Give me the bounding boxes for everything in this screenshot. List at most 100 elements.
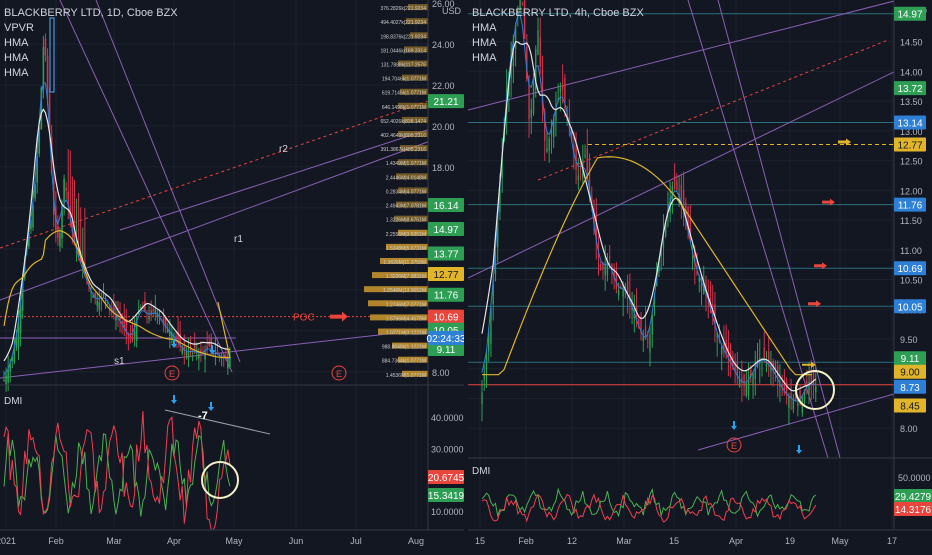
right-candle-body-96 (696, 271, 698, 275)
left-candle-body-46 (98, 302, 101, 310)
right-candle-body-7 (496, 222, 499, 248)
earnings-label-1: E (169, 369, 175, 379)
trendline-label-r2: r2 (279, 144, 288, 155)
right-candle-body-60 (615, 273, 618, 289)
right-candle-body-79 (658, 260, 660, 272)
left-xaxis-label-7: Aug (408, 536, 424, 546)
left-candle-body-66 (140, 307, 142, 309)
left-price-badge-4: 12.77 (433, 270, 458, 281)
left-candle-body-54 (115, 315, 117, 321)
left-indicator-hma-2[interactable]: HMA (4, 52, 29, 64)
right-candle-body-107 (720, 346, 723, 355)
left-candle-body-17 (38, 128, 41, 154)
right-candle-body-100 (705, 279, 707, 292)
right-candle-body-15 (514, 24, 517, 49)
right-dmi-label[interactable]: DMI (472, 466, 491, 477)
right-candle-body-98 (700, 281, 703, 291)
right-level-arrow-icon-2 (814, 262, 827, 270)
left-hma-yellow-line (3, 230, 231, 359)
right-xaxis-label-4: 15 (669, 536, 679, 546)
right-candle-body-136 (785, 382, 788, 395)
left-indicator-hma-3[interactable]: HMA (4, 67, 29, 79)
volume-profile-label-17: 1.5348M|5.6731M (386, 246, 426, 252)
right-candle-body-126 (763, 347, 765, 360)
right-indicator-hma-2[interactable]: HMA (472, 37, 497, 49)
volume-profile-label-8: 652.4026k|838.1474 (380, 119, 426, 125)
right-level-arrow-icon-3 (808, 300, 821, 308)
left-candle-body-83 (175, 336, 177, 340)
volume-profile-label-26: 1.4536M|1.0771M (386, 373, 426, 379)
volume-profile-bar-12 (396, 173, 428, 180)
right-chart-title: BLACKBERRY LTD, 4h, Cboe BZX (472, 7, 644, 19)
left-candle-body-18 (40, 87, 43, 130)
right-level-arrow-icon-1 (822, 198, 835, 206)
right-candle-body-125 (761, 358, 763, 360)
left-candle-body-42 (90, 291, 92, 293)
left-price-badge-6: 10.69 (433, 313, 458, 324)
right-earnings-marker (726, 437, 742, 453)
right-candle-body-115 (738, 379, 741, 388)
volume-profile-bar-20 (364, 286, 428, 293)
right-candle-body-86 (673, 175, 676, 188)
left-indicator-hma-1[interactable]: HMA (4, 37, 29, 49)
right-candle-body-135 (783, 379, 786, 393)
left-price-badge-6-bg (428, 309, 464, 324)
volume-profile-bar-0 (408, 4, 428, 11)
right-price-badge-6: 10.05 (897, 302, 922, 313)
left-price-badge-5: 11.76 (434, 291, 459, 302)
left-chart-canvas[interactable]: 376.2826k|221.9234 494.4027k|221.9234 198.… (0, 0, 466, 550)
right-candle-body-90 (682, 190, 685, 210)
left-candle-body-44 (94, 293, 96, 299)
right-dmi-minus-line (481, 493, 817, 523)
right-candle-body-40 (570, 130, 573, 140)
volume-profile-label-7: 646.1498k|1.0771M (382, 105, 426, 111)
right-candle-body-142 (799, 390, 801, 404)
right-legend: BLACKBERRY LTD, 4h, Cboe BZX HMA HMA HMA (472, 6, 644, 66)
right-axis-tick-8: 10.50 (900, 276, 923, 286)
right-candle-body-52 (597, 252, 600, 256)
left-indicator-vpvr[interactable]: VPVR (4, 22, 34, 34)
right-candle-body-119 (747, 380, 750, 396)
left-axis-currency: USD (442, 6, 462, 16)
right-candle-body-121 (752, 372, 754, 385)
left-xaxis-label-1: Feb (48, 536, 64, 546)
right-indicator-hma-1[interactable]: HMA (472, 22, 497, 34)
right-candle-body-113 (734, 364, 736, 373)
left-highlight-box (49, 17, 55, 93)
right-candle-body-75 (649, 334, 651, 353)
right-indicator-hma-3[interactable]: HMA (472, 52, 497, 64)
right-candle-body-19 (523, 0, 526, 39)
left-chart-panel[interactable]: 376.2826k|221.9234 494.4027k|221.9234 198.… (0, 0, 466, 550)
right-xaxis-label-5: Apr (729, 536, 743, 546)
left-price-badge-0: 21.21 (433, 97, 458, 108)
right-dmi-badge-0: 29.4279 (895, 492, 932, 503)
volume-profile-bar-14 (396, 201, 428, 208)
right-candle-body-72 (642, 336, 644, 342)
earnings-label-2: E (336, 369, 342, 379)
right-blue-arrow-icon-0 (731, 421, 737, 430)
volume-profile-bar-9 (398, 131, 428, 138)
volume-profile-bar-15 (394, 215, 428, 222)
left-candle-body-92 (193, 342, 196, 350)
right-candle-body-70 (638, 319, 640, 327)
right-candle-body-31 (550, 128, 553, 135)
right-candle-body-51 (595, 213, 597, 241)
right-candle-body-55 (604, 264, 606, 276)
right-candle-body-108 (723, 340, 725, 351)
right-chart-canvas[interactable]: EUSD14.5014.0013.5013.0012.5012.0011.501… (467, 0, 932, 550)
right-trendline-upper (467, 0, 899, 111)
right-candle-body-42 (575, 147, 577, 170)
right-price-badge-5: 10.69 (897, 264, 922, 275)
left-candle-body-97 (204, 350, 206, 360)
right-candle-body-20 (526, 46, 528, 80)
left-dmi-label[interactable]: DMI (4, 396, 23, 407)
right-candle-body-48 (588, 162, 591, 190)
right-candle-body-8 (499, 188, 501, 212)
right-chart-panel[interactable]: EUSD14.5014.0013.5013.0012.5012.0011.501… (467, 0, 932, 550)
right-xaxis-label-3: Mar (616, 536, 632, 546)
left-blue-arrow-icon-1 (209, 345, 215, 354)
right-candle-body-36 (561, 84, 564, 90)
right-candle-body-149 (815, 386, 817, 393)
right-candle-body-93 (689, 218, 692, 241)
volume-profile-bar-6 (400, 88, 428, 95)
